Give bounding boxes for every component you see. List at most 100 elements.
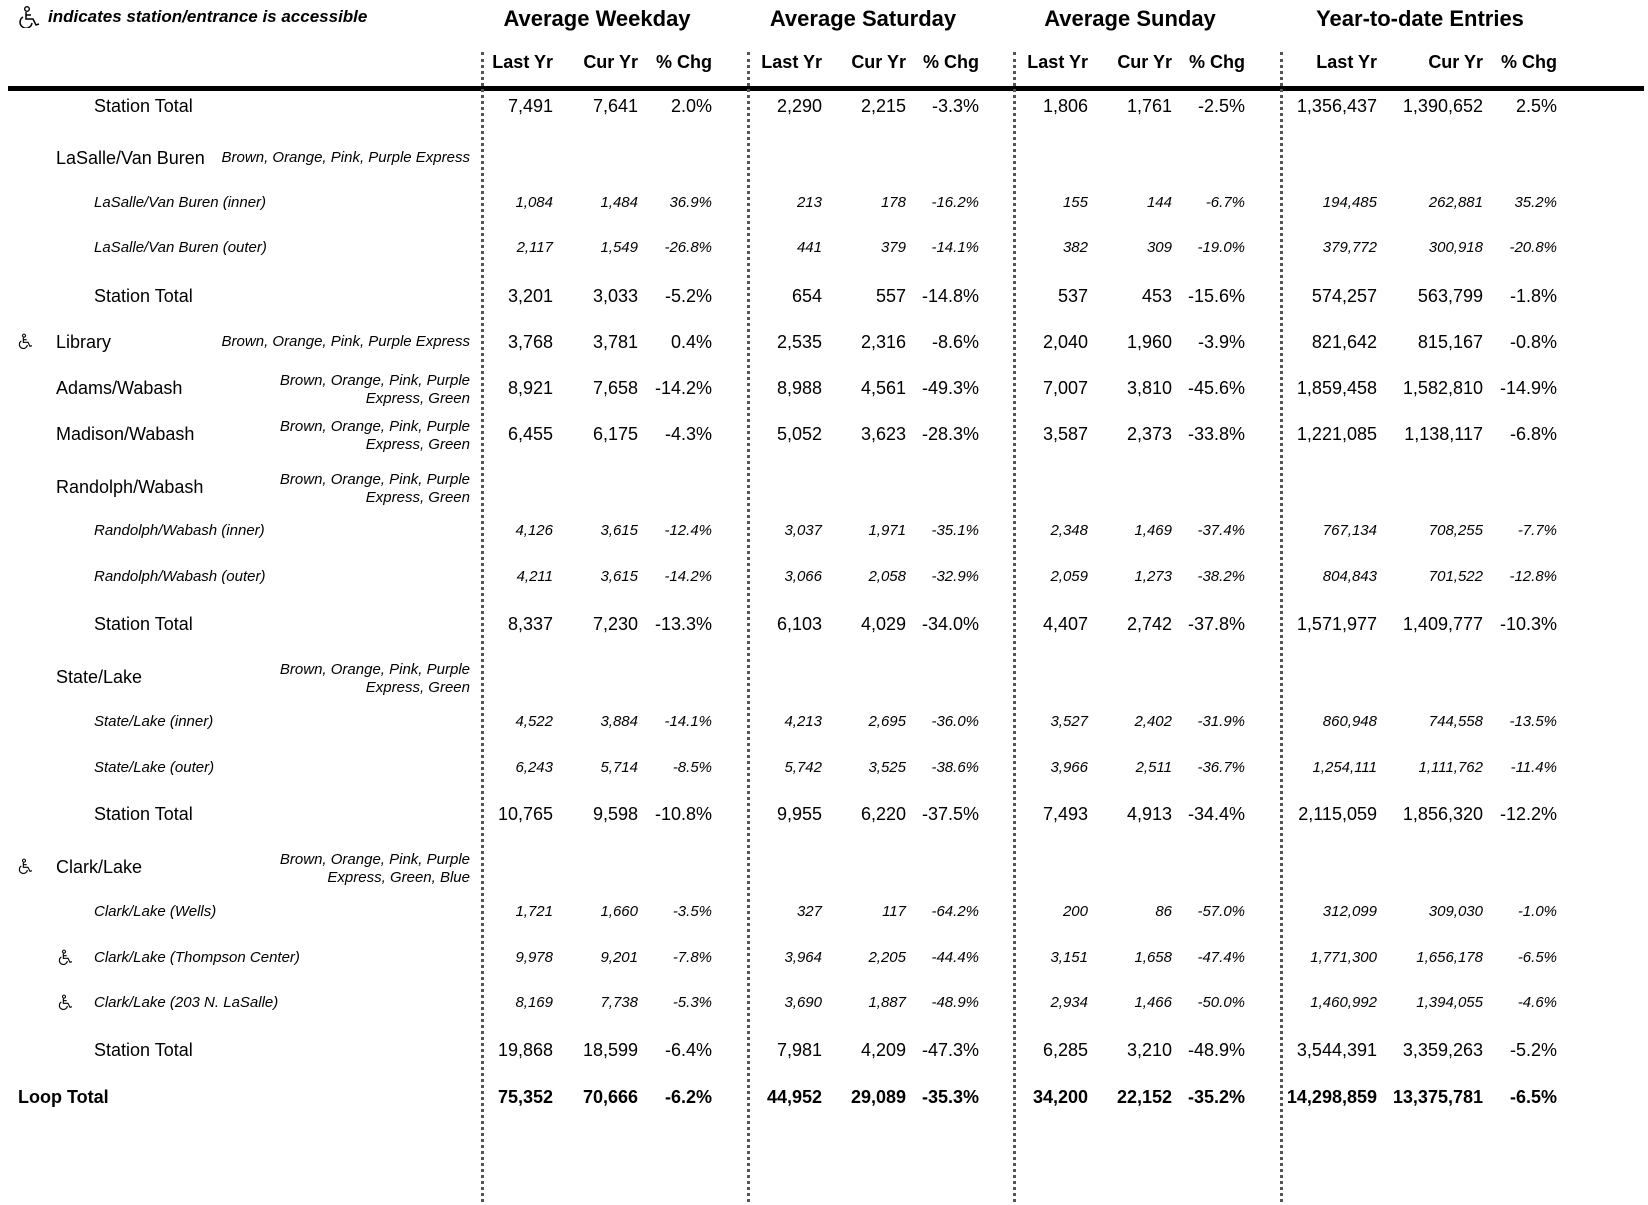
legend-text: indicates station/entrance is accessible [48, 7, 368, 26]
value-cell: -6.8% [1509, 424, 1557, 444]
value-cell: 7,658 [592, 378, 638, 398]
value-cell: 3,544,391 [1296, 1040, 1377, 1060]
value-cell: 6,103 [776, 614, 822, 634]
value-cell: 35.2% [1514, 194, 1557, 211]
value-cell: -0.8% [1509, 332, 1557, 352]
value-cell: 1,658 [1134, 949, 1172, 966]
row-label: Randolph/Wabash (outer) [94, 568, 266, 585]
value-cell: 327 [796, 903, 822, 920]
value-cell: 5,742 [784, 759, 822, 776]
value-cell: 309 [1146, 239, 1172, 256]
column-separator [747, 52, 750, 1202]
value-cell: 1,221,085 [1296, 424, 1377, 444]
value-cell: 3,615 [600, 522, 638, 539]
value-cell: -13.5% [1509, 713, 1557, 730]
value-cell: 2,115,059 [1298, 804, 1377, 824]
value-cell: -5.3% [672, 994, 712, 1011]
value-cell: 3,151 [1050, 949, 1088, 966]
column-separator [1280, 52, 1283, 1202]
value-cell: 18,599 [582, 1040, 638, 1060]
value-cell: 3,964 [784, 949, 822, 966]
row-label: Station Total [94, 614, 193, 634]
value-cell: 44,952 [766, 1087, 822, 1107]
value-cell: 1,571,977 [1296, 614, 1377, 634]
value-cell: 2,695 [868, 713, 906, 730]
value-cell: -36.0% [931, 713, 979, 730]
value-cell: 3,884 [600, 713, 638, 730]
value-cell: 3,615 [600, 568, 638, 585]
value-cell: 213 [796, 194, 822, 211]
value-cell: 7,981 [776, 1040, 822, 1060]
line-colors: Brown, Orange, Pink, Purple Express, Gre… [279, 851, 470, 886]
value-cell: 441 [796, 239, 822, 256]
value-cell: 5,052 [776, 424, 822, 444]
value-cell: -14.1% [664, 713, 712, 730]
value-cell: 9,955 [776, 804, 822, 824]
row-label: LaSalle/Van Buren (inner) [94, 194, 267, 211]
station-total-row: Station Total 8,337 7,230 -13.3% 6,103 4,029-… [0, 602, 1648, 646]
value-cell: 4,209 [860, 1040, 906, 1060]
legend: indicates station/entrance is accessible [18, 6, 367, 28]
value-cell: 7,491 [507, 96, 553, 116]
value-cell: 309,030 [1428, 903, 1483, 920]
value-cell: 6,220 [860, 804, 906, 824]
wheelchair-icon [58, 949, 73, 965]
line-colors: Brown, Orange, Pink, Purple Express, Gre… [279, 372, 470, 407]
value-cell: -14.2% [664, 568, 712, 585]
value-cell: 6,243 [515, 759, 553, 776]
row-label: Station Total [94, 96, 193, 116]
value-cell: 1,356,437 [1296, 96, 1377, 116]
value-cell: -13.3% [654, 614, 712, 634]
value-cell: 3,768 [507, 332, 553, 352]
row-label: Randolph/Wabash (inner) [94, 522, 265, 539]
row-label: State/Lake (outer) [94, 759, 215, 776]
column-separator [1013, 52, 1016, 1202]
value-cell: 1,111,762 [1418, 759, 1483, 776]
value-cell: -3.5% [672, 903, 712, 920]
value-cell: -26.8% [664, 239, 712, 256]
row-label: Loop Total [18, 1087, 109, 1107]
value-cell: -4.6% [1517, 994, 1557, 1011]
value-cell: -64.2% [931, 903, 979, 920]
value-cell: -5.2% [1509, 1040, 1557, 1060]
station-row: Madison/Wabash Brown, Orange, Pink, Purpl… [0, 412, 1648, 456]
value-cell: 744,558 [1428, 713, 1483, 730]
value-cell: 3,587 [1042, 424, 1088, 444]
value-cell: 453 [1141, 286, 1172, 306]
column-header: Cur Yr [1117, 52, 1172, 72]
value-cell: 7,641 [592, 96, 638, 116]
value-cell: 4,211 [516, 568, 553, 585]
value-cell: -36.7% [1197, 759, 1245, 776]
value-cell: 767,134 [1322, 522, 1377, 539]
line-colors: Brown, Orange, Pink, Purple Express, Gre… [279, 471, 470, 506]
value-cell: 14,298,859 [1286, 1087, 1377, 1107]
value-cell: 2,535 [776, 332, 822, 352]
line-colors: Brown, Orange, Pink, Purple Express [221, 149, 470, 166]
value-cell: 2,402 [1134, 713, 1172, 730]
value-cell: -8.5% [672, 759, 712, 776]
value-cell: -35.3% [921, 1087, 979, 1107]
value-cell: 3,210 [1126, 1040, 1172, 1060]
value-cell: 3,037 [784, 522, 822, 539]
value-cell: 2,290 [776, 96, 822, 116]
value-cell: -14.8% [921, 286, 979, 306]
value-cell: 13,375,781 [1392, 1087, 1483, 1107]
value-cell: 3,623 [860, 424, 906, 444]
value-cell: -6.7% [1205, 194, 1245, 211]
value-cell: 8,337 [507, 614, 553, 634]
row-label: State/Lake [56, 667, 143, 687]
value-cell: 3,781 [592, 332, 638, 352]
value-cell: -37.8% [1187, 614, 1245, 634]
value-cell: 10,765 [497, 804, 553, 824]
value-cell: 36.9% [669, 194, 712, 211]
wheelchair-icon [19, 6, 40, 28]
value-cell: 3,359,263 [1402, 1040, 1483, 1060]
value-cell: 75,352 [497, 1087, 553, 1107]
value-cell: 1,771,300 [1310, 949, 1377, 966]
value-cell: 3,033 [592, 286, 638, 306]
value-cell: 4,126 [515, 522, 553, 539]
value-cell: -3.3% [931, 96, 979, 116]
value-cell: -14.2% [654, 378, 712, 398]
value-cell: -12.4% [664, 522, 712, 539]
row-label: LaSalle/Van Buren [56, 148, 205, 168]
